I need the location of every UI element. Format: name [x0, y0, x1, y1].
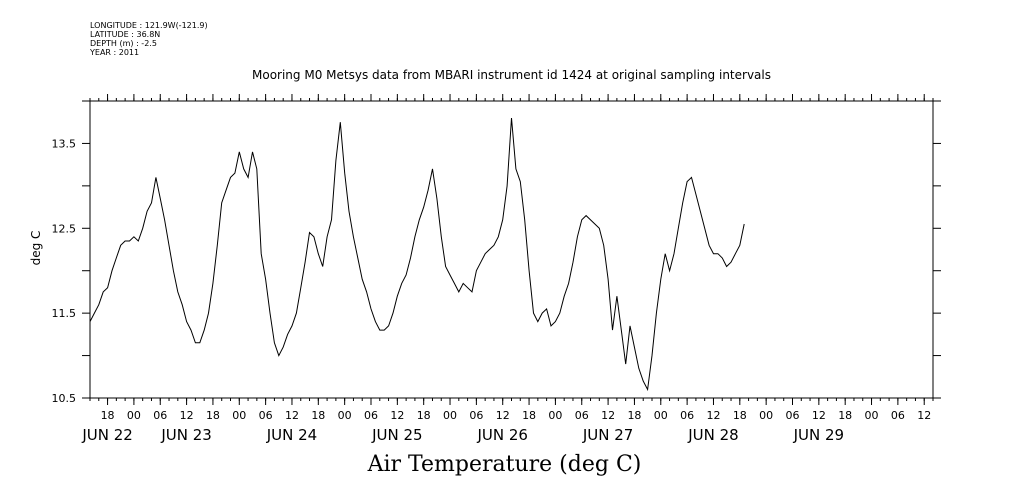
x-tick-label: 06: [469, 409, 483, 422]
x-tick-label: 12: [917, 409, 931, 422]
longitude-text: LONGITUDE : 121.9W(-121.9): [90, 21, 208, 30]
y-tick-label: 13.5: [52, 137, 77, 150]
x-tick-label: 18: [733, 409, 747, 422]
x-day-label: JUN 24: [266, 426, 317, 444]
x-axis-label: Air Temperature (deg C): [367, 452, 642, 477]
y-ticks: 10.5 11.5 12.5 13.5: [52, 100, 941, 405]
x-tick-label: 18: [206, 409, 220, 422]
x-tick-label: 06: [153, 409, 167, 422]
chart-title: Mooring M0 Metsys data from MBARI instru…: [252, 68, 771, 82]
x-tick-label: 12: [812, 409, 826, 422]
year-text: YEAR : 2011: [90, 48, 140, 57]
y-tick-label: 10.5: [52, 392, 77, 405]
series-group: [89, 117, 745, 392]
x-tick-label: 18: [417, 409, 431, 422]
y-tick-label: 12.5: [52, 222, 77, 235]
x-tick-label: 18: [627, 409, 641, 422]
x-tick-label: 12: [285, 409, 299, 422]
latitude-text: LATITUDE : 36.8N: [90, 30, 161, 39]
x-day-label: JUN 29: [793, 426, 844, 444]
x-ticks: 18 00 06 12 18 00 06 12 18 00 06 12 18 00 06 12 18 00 06 12…: [81, 94, 931, 444]
x-tick-label: 18: [311, 409, 325, 422]
x-tick-label: 18: [522, 409, 536, 422]
x-day-label: JUN 28: [687, 426, 738, 444]
series-line: [89, 117, 745, 392]
x-tick-label: 18: [838, 409, 852, 422]
x-tick-label: 06: [786, 409, 800, 422]
x-tick-label: 00: [654, 409, 668, 422]
y-tick-label: 11.5: [52, 307, 77, 320]
x-tick-label: 06: [680, 409, 694, 422]
x-tick-label: 12: [601, 409, 615, 422]
x-tick-label: 18: [101, 409, 115, 422]
x-day-label: JUN 22: [81, 426, 132, 444]
x-tick-label: 00: [232, 409, 246, 422]
x-tick-label: 00: [443, 409, 457, 422]
x-tick-label: 00: [759, 409, 773, 422]
x-tick-label: 12: [706, 409, 720, 422]
x-tick-label: 00: [127, 409, 141, 422]
x-tick-label: 00: [865, 409, 879, 422]
x-tick-label: 06: [364, 409, 378, 422]
x-tick-label: 00: [338, 409, 352, 422]
x-tick-label: 00: [548, 409, 562, 422]
x-tick-label: 12: [496, 409, 510, 422]
x-tick-label: 06: [259, 409, 273, 422]
depth-text: DEPTH (m) : -2.5: [90, 39, 157, 48]
x-day-label: JUN 25: [371, 426, 422, 444]
metadata-block: LONGITUDE : 121.9W(-121.9) LATITUDE : 36…: [90, 21, 208, 57]
x-tick-label: 12: [180, 409, 194, 422]
x-tick-label: 06: [575, 409, 589, 422]
y-axis-label: deg C: [29, 231, 43, 266]
x-day-label: JUN 26: [476, 426, 527, 444]
x-tick-label: 12: [390, 409, 404, 422]
x-day-label: JUN 23: [160, 426, 211, 444]
x-day-label: JUN 27: [582, 426, 633, 444]
x-tick-label: 06: [891, 409, 905, 422]
